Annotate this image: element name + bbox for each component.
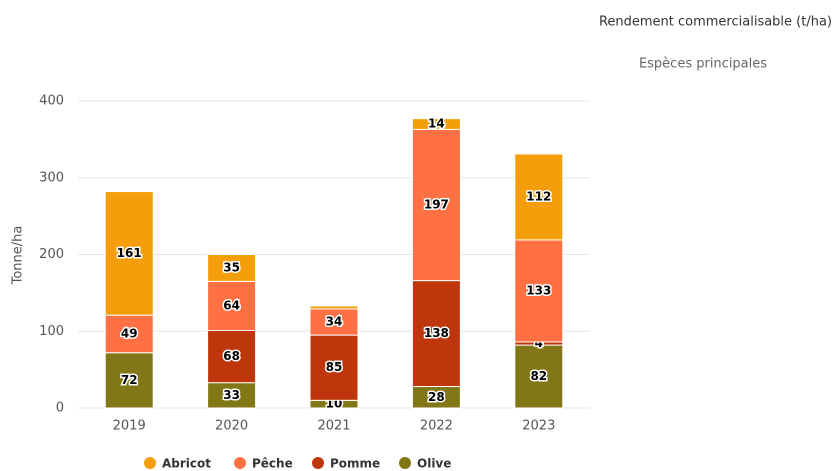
y-axis-label: Tonne/ha [11, 226, 26, 286]
chart-subtitle: Espèces principales [639, 57, 767, 72]
data-label: 161 [117, 246, 142, 260]
data-label: 28 [428, 390, 445, 404]
bar-segment [411, 118, 461, 130]
data-label: 85 [326, 360, 343, 374]
legend-label: Abricot [162, 457, 211, 471]
bar-segment [104, 314, 154, 354]
bar-segment [309, 305, 359, 310]
data-label: 133 [526, 283, 551, 297]
data-label: 82 [530, 369, 547, 383]
bar-segment [104, 352, 154, 409]
x-tick-label: 2019 [113, 419, 146, 434]
data-label: 138 [424, 326, 449, 340]
data-label: 34 [326, 315, 343, 329]
bar-segment [514, 239, 564, 343]
data-label: 72 [121, 373, 138, 387]
bar-segment [514, 344, 564, 409]
bar-segment [309, 308, 359, 336]
bar-segment [411, 280, 461, 388]
data-label: 33 [223, 388, 240, 402]
legend-label: Pêche [252, 457, 293, 471]
data-label: 64 [223, 298, 240, 312]
y-tick-label: 0 [56, 401, 64, 416]
x-tick-label: 2023 [522, 419, 555, 434]
data-label: 197 [424, 197, 449, 211]
x-tick-label: 2022 [420, 419, 453, 434]
data-label: 49 [121, 326, 138, 340]
legend-marker [312, 457, 324, 469]
legend-marker [399, 457, 411, 469]
legend-marker [234, 457, 246, 469]
x-tick-label: 2021 [317, 419, 350, 434]
bar-segment [514, 153, 564, 241]
chart-title: Rendement commercialisable (t/ha) [599, 15, 832, 30]
y-tick-label: 300 [39, 170, 64, 185]
legend-label: Pomme [330, 457, 380, 471]
data-label: 14 [428, 117, 445, 131]
legend-label: Olive [417, 457, 451, 471]
bar-segment [207, 254, 257, 282]
data-label: 4 [535, 336, 543, 350]
legend-marker [144, 457, 156, 469]
bar-segment [309, 334, 359, 401]
data-label: 35 [223, 260, 240, 274]
y-tick-label: 400 [39, 94, 64, 109]
data-label: 68 [223, 349, 240, 363]
y-tick-label: 100 [39, 324, 64, 339]
y-tick-label: 200 [39, 247, 64, 262]
data-label: 112 [526, 189, 551, 203]
x-tick-label: 2020 [215, 419, 248, 434]
bar-segment [104, 191, 154, 316]
